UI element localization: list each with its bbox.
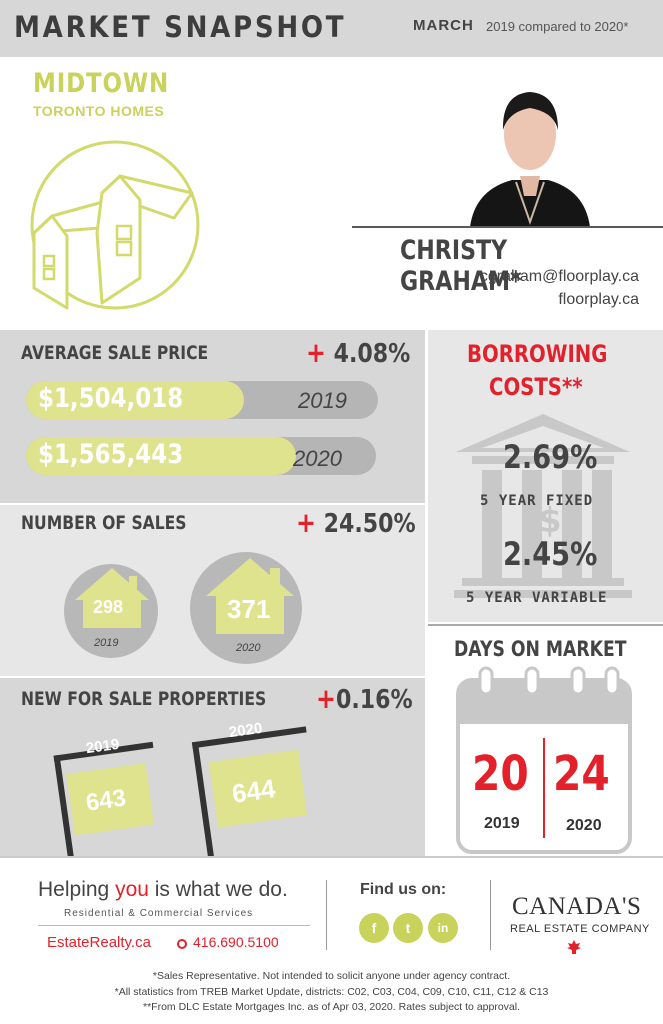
average-sale-price-title: AVERAGE SALE PRICE xyxy=(21,342,209,364)
new-for-sale-change: +0.16% xyxy=(316,682,413,715)
sales-value-2020: 371 xyxy=(227,594,271,624)
number-of-sales-title: NUMBER OF SALES xyxy=(21,512,187,534)
fixed-rate-value: 2.69% xyxy=(503,438,598,476)
services-text: Residential & Commercial Services xyxy=(64,908,254,919)
price-bar-fill-2019 xyxy=(26,381,245,419)
phone-bullet-icon xyxy=(177,939,187,949)
plus-icon: + xyxy=(296,506,316,539)
fine-print-line: **From DLC Estate Mortgages Inc. as of A… xyxy=(142,1001,521,1013)
days-year-2020: 2020 xyxy=(566,817,602,834)
new-for-sale-change-value: 0.16% xyxy=(335,685,413,715)
for-sale-sign-icon xyxy=(191,726,308,856)
days-on-market-title: DAYS ON MARKET xyxy=(454,637,627,661)
tagline-highlight: you xyxy=(115,878,149,901)
bank-building-icon: $ xyxy=(454,414,632,598)
days-value-2019: 20 xyxy=(472,746,529,802)
maple-leaf-icon xyxy=(567,940,581,954)
borrowing-costs-section xyxy=(428,330,663,622)
sales-year-2019: 2019 xyxy=(94,637,119,649)
report-month: MARCH xyxy=(413,17,474,34)
footer-separator xyxy=(490,880,491,950)
find-us-label: Find us on: xyxy=(360,881,447,898)
price-bar-2020 xyxy=(26,437,376,475)
agent-email-link[interactable]: cgraham@floorplay.ca xyxy=(479,268,639,285)
for-sale-sign-icon xyxy=(53,741,155,856)
tagline-start: Helping xyxy=(38,878,116,901)
new-for-sale-value-2020: 644 xyxy=(230,773,278,809)
agent-website-link[interactable]: floorplay.ca xyxy=(558,291,639,308)
linkedin-icon[interactable]: in xyxy=(428,913,458,943)
price-bar-2019 xyxy=(26,381,378,419)
sales-year-2020: 2020 xyxy=(236,642,261,654)
footer-separator xyxy=(326,880,327,950)
header-bar xyxy=(0,0,663,57)
comparison-note: 2019 compared to 2020* xyxy=(486,19,629,34)
brand-logo-line2: REAL ESTATE COMPANY xyxy=(510,923,650,935)
agent-divider xyxy=(352,226,663,228)
phone-link[interactable]: 416.690.5100 xyxy=(193,934,279,950)
borrowing-title-line2: COSTS** xyxy=(489,373,583,401)
price-bar-fill-2020 xyxy=(26,437,296,475)
sales-value-2019: 298 xyxy=(93,597,124,617)
average-sale-price-change-value: 4.08% xyxy=(333,339,411,369)
house-icon xyxy=(75,568,149,628)
new-for-sale-value-2019: 643 xyxy=(84,784,128,817)
variable-rate-value: 2.45% xyxy=(503,535,598,573)
fine-print-line: *Sales Representative. Not intended to s… xyxy=(152,970,511,982)
number-of-sales-change-value: 24.50% xyxy=(323,509,416,539)
plus-icon: + xyxy=(316,682,336,715)
svg-text:$: $ xyxy=(538,501,562,541)
borrowing-title-line1: BORROWING xyxy=(467,340,608,368)
days-year-2019: 2019 xyxy=(484,815,520,832)
price-value-2020: $1,565,443 xyxy=(38,439,184,470)
house-icon xyxy=(206,558,294,634)
brand-logo-line1: CANADA'S xyxy=(512,893,642,920)
calendar-icon xyxy=(456,666,632,854)
average-sale-price-change: + 4.08% xyxy=(306,336,410,369)
new-for-sale-title: NEW FOR SALE PROPERTIES xyxy=(21,688,267,710)
tagline-end: is what we do. xyxy=(148,878,288,901)
price-value-2019: $1,504,018 xyxy=(38,383,184,414)
fine-print-line: *All statistics from TREB Market Update,… xyxy=(114,986,549,998)
services-divider xyxy=(38,925,310,926)
price-year-2020: 2020 xyxy=(293,446,342,471)
number-of-sales-change: + 24.50% xyxy=(296,506,416,539)
variable-rate-label: 5 YEAR VARIABLE xyxy=(466,590,608,606)
twitter-icon[interactable]: t xyxy=(393,913,423,943)
facebook-icon[interactable]: f xyxy=(359,913,389,943)
location-subtitle: TORONTO HOMES xyxy=(33,103,165,119)
location-name: MIDTOWN xyxy=(33,68,170,99)
tagline: Helping you is what we do. xyxy=(38,878,288,902)
agent-photo xyxy=(470,92,590,227)
plus-icon: + xyxy=(306,336,326,369)
fixed-rate-label: 5 YEAR FIXED xyxy=(480,493,594,509)
agent-name: CHRISTY GRAHAM* xyxy=(400,235,522,297)
days-value-2020: 24 xyxy=(553,746,610,802)
footer-divider xyxy=(0,856,663,858)
website-link[interactable]: EstateRealty.ca xyxy=(47,934,151,951)
houses-logo-icon xyxy=(30,140,200,310)
page-title: MARKET SNAPSHOT xyxy=(14,10,347,44)
price-year-2019: 2019 xyxy=(298,388,347,413)
